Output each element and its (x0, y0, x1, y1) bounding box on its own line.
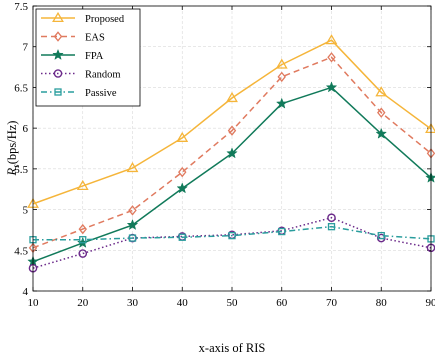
data-point-random (327, 213, 336, 223)
legend: Proposed EAS FPA Random Passive (35, 8, 141, 107)
legend-marker-eas (53, 31, 63, 42)
data-point-eas (377, 107, 386, 118)
data-point-fpa (375, 127, 388, 139)
x-axis-ticks: 10 20 30 40 50 60 70 80 90 (28, 6, 435, 309)
x-tick-label: 70 (326, 297, 338, 309)
legend-marker-passive (54, 88, 62, 96)
y-tick-label: 4 (23, 286, 29, 298)
data-point-fpa (325, 81, 338, 93)
y-tick-label: 4.5 (14, 245, 28, 257)
series-line-random (32, 216, 432, 269)
y-tick-label: 6 (23, 123, 29, 135)
x-tick-label: 20 (77, 297, 89, 309)
series-line-passive (33, 225, 432, 241)
x-tick-label: 10 (28, 297, 40, 309)
series-proposed (27, 34, 435, 208)
data-point-passive (377, 231, 385, 240)
legend-marker-random (53, 69, 63, 78)
legend-box (35, 8, 141, 107)
data-point-eas (277, 71, 286, 83)
data-point-fpa (176, 182, 189, 194)
data-point-passive (178, 233, 186, 241)
data-point-passive (278, 227, 286, 236)
legend-label-random: Random (85, 70, 121, 81)
data-point-proposed (126, 161, 139, 173)
data-point-eas (78, 223, 87, 235)
legend-label-fpa: FPA (85, 51, 104, 62)
y-tick-label: 7 (23, 42, 29, 54)
legend-label-proposed: Proposed (85, 14, 125, 25)
data-point-proposed (76, 179, 89, 191)
data-point-eas (128, 205, 137, 216)
data-point-fpa (126, 218, 139, 230)
plot-frame (32, 5, 432, 292)
legend-marker-fpa (52, 48, 64, 60)
data-point-random (78, 249, 88, 258)
data-point-passive (327, 223, 336, 231)
x-tick-label: 60 (276, 297, 288, 309)
data-point-passive (128, 234, 137, 242)
y-tick-label: 5.5 (14, 164, 28, 176)
legend-label-eas: EAS (85, 33, 105, 44)
y-axis-ticks: 4 4.5 5 5.5 6 6.5 7 7.5 (14, 1, 431, 298)
data-point-eas (327, 52, 336, 63)
series-line-eas (32, 56, 432, 249)
data-point-proposed (375, 86, 388, 97)
legend-label-passive: Passive (85, 88, 117, 99)
data-point-passive (228, 231, 236, 240)
legend-item-proposed: Proposed (41, 11, 125, 25)
data-point-proposed (275, 58, 288, 69)
x-tick-label: 80 (376, 297, 388, 309)
legend-marker-proposed (52, 11, 64, 23)
data-point-proposed (176, 131, 189, 142)
x-tick-label: 90 (426, 297, 435, 309)
data-point-eas (227, 125, 237, 136)
data-point-fpa (275, 97, 288, 109)
x-axis-label: x-axis of RIS (199, 341, 266, 355)
y-tick-label: 6.5 (14, 82, 28, 94)
legend-item-fpa: FPA (41, 48, 104, 62)
data-point-eas (178, 166, 187, 178)
legend-item-random: Random (41, 69, 121, 81)
data-point-proposed (325, 34, 338, 45)
legend-item-passive: Passive (41, 88, 117, 99)
y-axis-label: Rs(bps/Hz) (5, 121, 21, 177)
y-tick-label: 5 (23, 205, 29, 217)
y-tick-label: 7.5 (14, 1, 28, 13)
series-line-proposed (32, 39, 432, 205)
x-tick-label: 40 (177, 297, 189, 309)
x-tick-label: 30 (127, 297, 139, 309)
data-point-proposed (226, 91, 238, 103)
legend-item-eas: EAS (41, 31, 105, 44)
data-point-fpa (226, 147, 238, 159)
data-point-passive (79, 236, 87, 244)
x-tick-label: 50 (227, 297, 239, 309)
